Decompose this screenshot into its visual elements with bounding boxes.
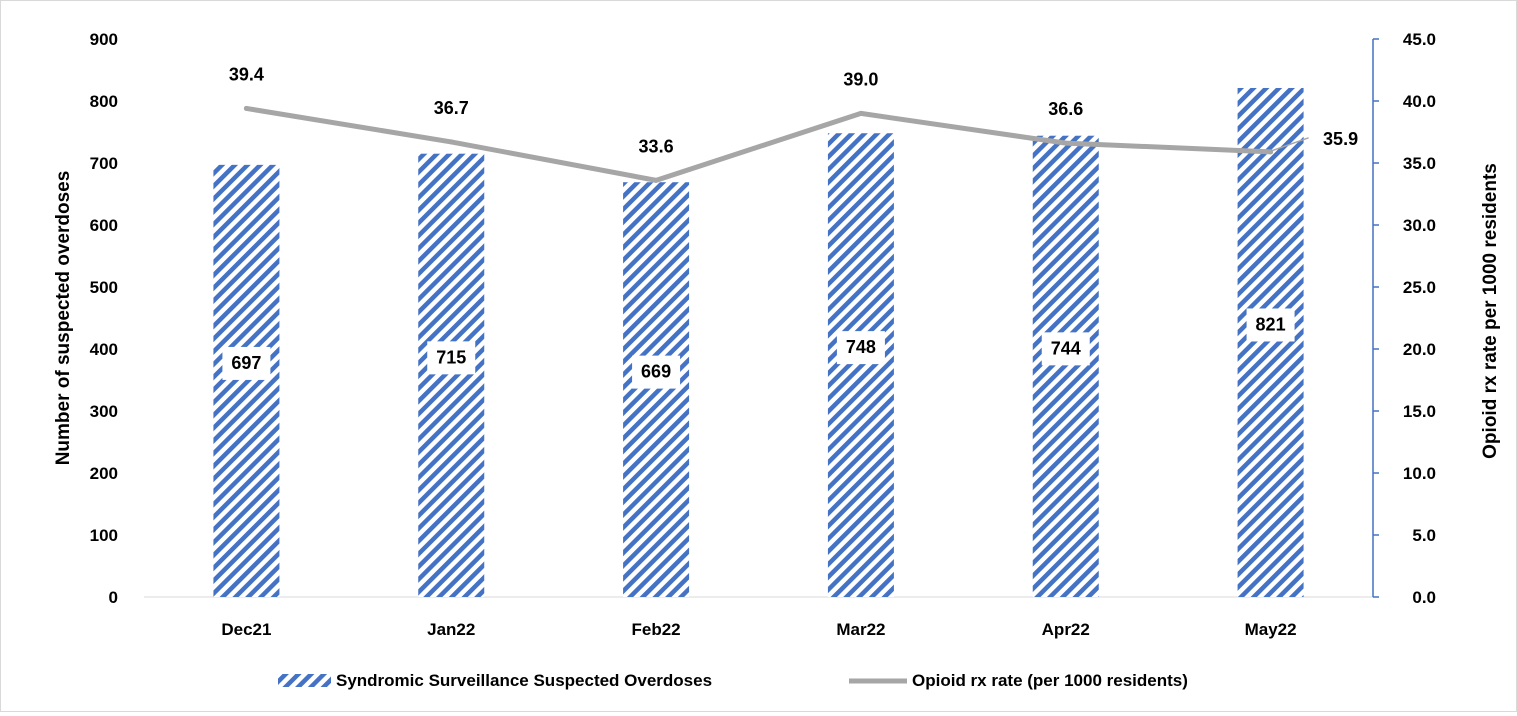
rx-rate-line (243, 105, 1274, 183)
line-series (243, 105, 1309, 183)
bar-data-label: 669 (641, 362, 671, 382)
bar-data-label: 748 (846, 337, 876, 357)
y-tick-label: 200 (90, 464, 118, 483)
bar (213, 164, 280, 598)
bar-label-box (632, 355, 681, 389)
y-tick-label: 600 (90, 216, 118, 235)
line-data-label: 39.4 (229, 64, 264, 84)
bar-label-box (222, 346, 271, 380)
line-point (858, 110, 864, 116)
data-labels: 697 715 669 748 744 821 39.4 36.7 33.6 39.0 36.6 35… (222, 64, 1358, 389)
bars (213, 87, 1304, 598)
bar (1032, 135, 1099, 597)
line-data-label: 36.7 (434, 98, 469, 118)
y2-tick-label: 15.0 (1403, 402, 1436, 421)
legend: Syndromic Surveillance Suspected Overdos… (278, 671, 1188, 690)
bar (827, 133, 894, 598)
y2-tick-label: 20.0 (1403, 340, 1436, 359)
line-point (1063, 140, 1069, 146)
line-data-label: 33.6 (639, 136, 674, 156)
y-tick-label: 900 (90, 30, 118, 49)
leader-line (1271, 137, 1309, 152)
y2-tick-label: 45.0 (1403, 30, 1436, 49)
x-tick-label: Dec21 (221, 620, 271, 639)
bar-label-box (836, 331, 885, 365)
bar-label-box (427, 341, 476, 375)
line-data-label: 35.9 (1323, 129, 1358, 149)
y2-tick-label: 10.0 (1403, 464, 1436, 483)
y-tick-label: 400 (90, 340, 118, 359)
x-tick-label: Feb22 (632, 620, 681, 639)
line-data-label: 36.6 (1048, 99, 1083, 119)
bar-data-label: 821 (1256, 314, 1286, 334)
bar-data-label: 697 (231, 353, 261, 373)
line-point (653, 177, 659, 183)
axes: 0 100 200 300 400 500 600 700 800 900 0.0 5.0 10.0 15… (90, 30, 1436, 639)
line-point (243, 105, 249, 111)
x-tick-label: May22 (1245, 620, 1297, 639)
y-axis-title: Number of suspected overdoses (53, 171, 74, 466)
line-point (448, 139, 454, 145)
y2-tick-label: 30.0 (1403, 216, 1436, 235)
bar-label-box (1246, 308, 1295, 342)
bar (418, 153, 485, 597)
y-tick-label: 100 (90, 526, 118, 545)
y2-tick-label: 40.0 (1403, 92, 1436, 111)
line-data-label: 39.0 (843, 69, 878, 89)
legend-bar-label: Syndromic Surveillance Suspected Overdos… (336, 671, 712, 690)
y-tick-label: 700 (90, 154, 118, 173)
bar-data-label: 715 (436, 347, 466, 367)
y2-tick-label: 25.0 (1403, 278, 1436, 297)
x-tick-label: Mar22 (836, 620, 885, 639)
x-tick-label: Jan22 (427, 620, 475, 639)
y-tick-label: 500 (90, 278, 118, 297)
bar-data-label: 744 (1051, 338, 1081, 358)
y2-axis-title: Opioid rx rate per 1000 residents (1480, 163, 1501, 459)
bar (1237, 87, 1304, 597)
y-tick-label: 0 (109, 588, 118, 607)
legend-bar-swatch (278, 674, 331, 687)
y-tick-label: 300 (90, 402, 118, 421)
legend-line-label: Opioid rx rate (per 1000 residents) (912, 671, 1188, 690)
y2-tick-label: 35.0 (1403, 154, 1436, 173)
bar-label-box (1041, 332, 1090, 366)
bar (623, 182, 690, 597)
x-tick-label: Apr22 (1042, 620, 1090, 639)
y2-tick-label: 0.0 (1412, 588, 1436, 607)
y2-tick-label: 5.0 (1412, 526, 1436, 545)
y-tick-label: 800 (90, 92, 118, 111)
